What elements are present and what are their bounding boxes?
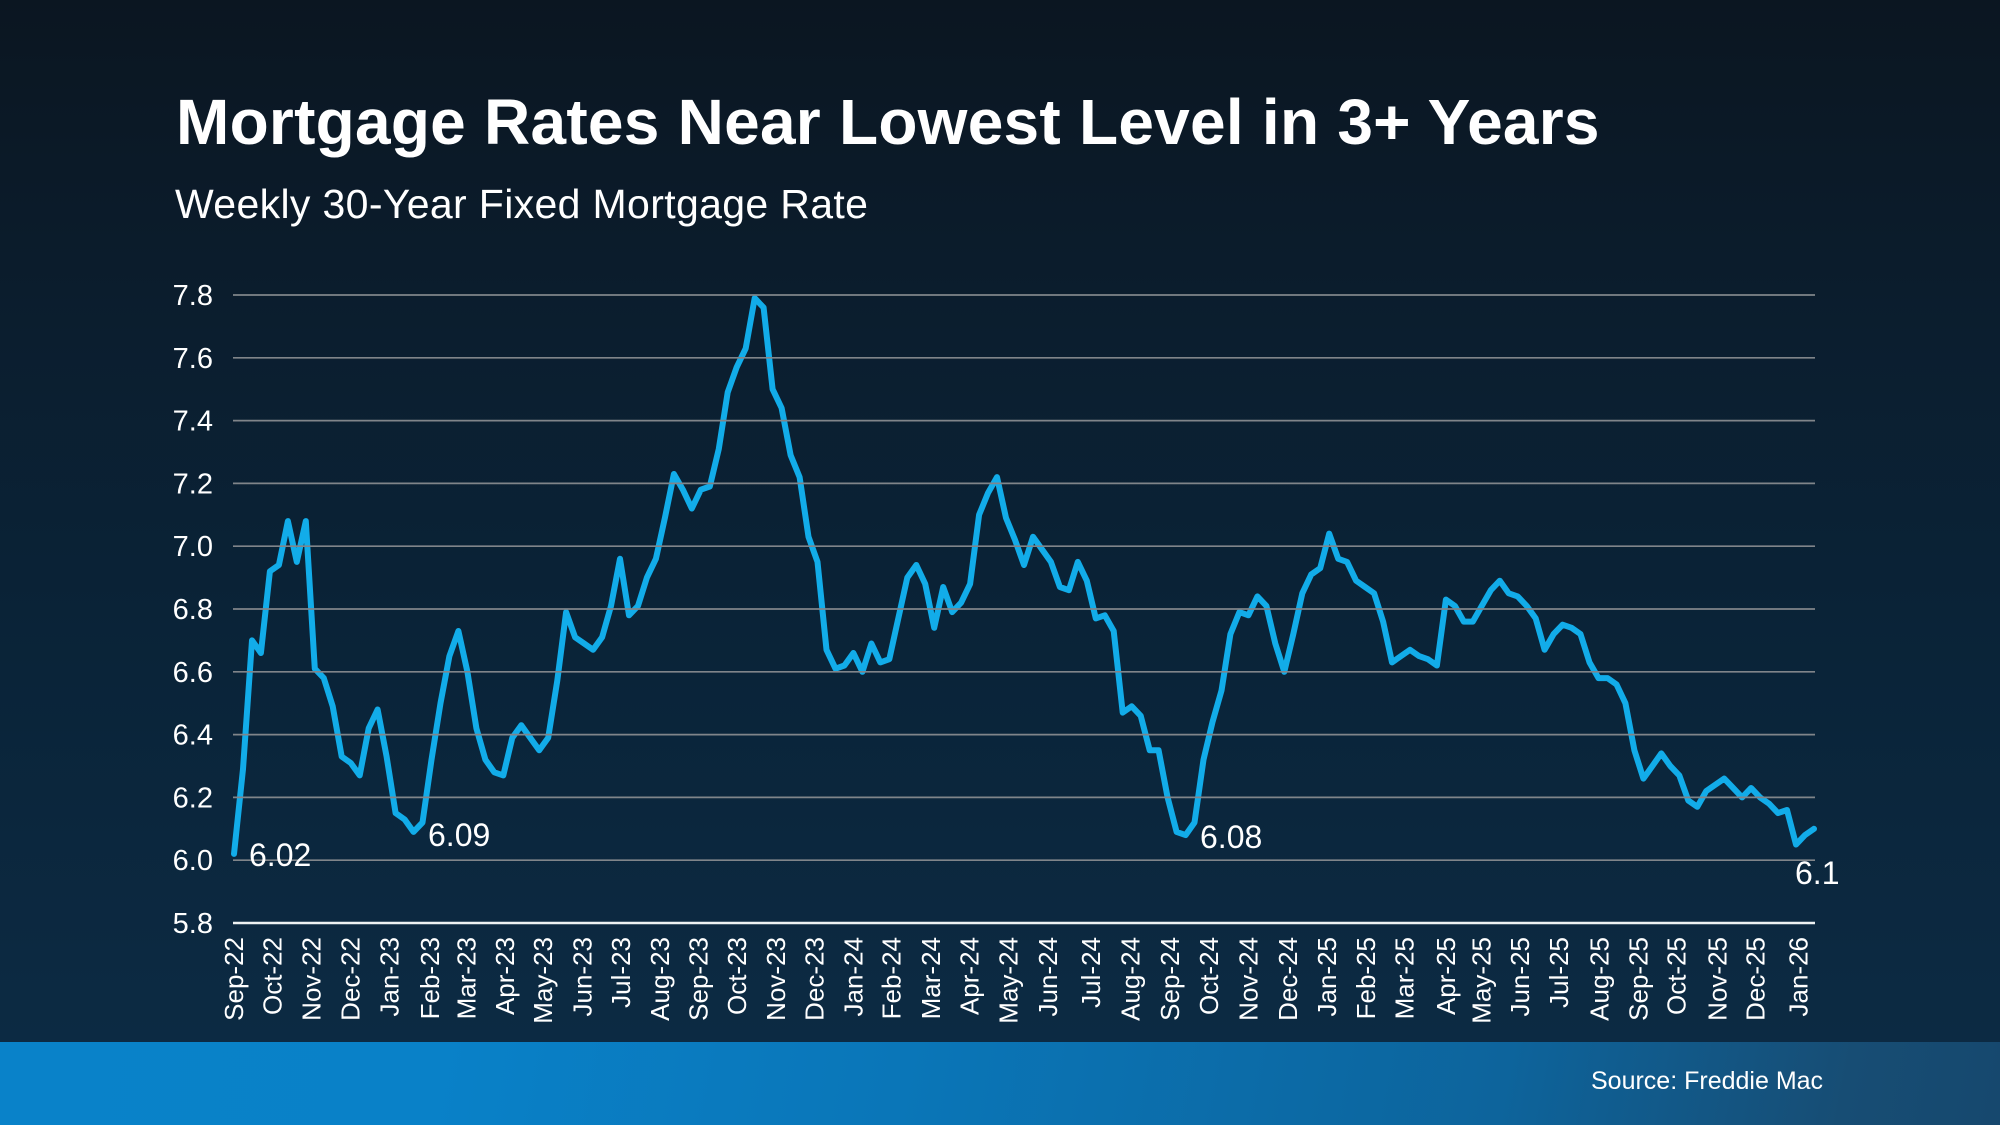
svg-text:May-25: May-25: [1467, 937, 1497, 1024]
svg-text:Nov-24: Nov-24: [1234, 937, 1264, 1021]
svg-text:Mar-25: Mar-25: [1390, 937, 1420, 1019]
svg-text:Aug-23: Aug-23: [645, 937, 675, 1021]
svg-text:Feb-25: Feb-25: [1351, 937, 1381, 1019]
svg-text:6.1: 6.1: [1795, 855, 1839, 891]
svg-text:Sep-22: Sep-22: [219, 937, 249, 1021]
svg-text:6.09: 6.09: [428, 817, 490, 853]
svg-text:Jan-23: Jan-23: [374, 937, 404, 1017]
svg-text:Dec-22: Dec-22: [336, 937, 366, 1021]
svg-text:Sep-24: Sep-24: [1155, 937, 1185, 1021]
svg-text:7.2: 7.2: [173, 468, 213, 500]
svg-text:6.08: 6.08: [1200, 819, 1262, 855]
svg-text:Apr-25: Apr-25: [1431, 937, 1461, 1015]
svg-text:Apr-23: Apr-23: [490, 937, 520, 1015]
svg-text:Jun-25: Jun-25: [1505, 937, 1535, 1017]
svg-text:Oct-23: Oct-23: [722, 937, 752, 1015]
svg-text:Feb-23: Feb-23: [415, 937, 445, 1019]
svg-text:Jul-23: Jul-23: [606, 937, 636, 1008]
svg-text:May-23: May-23: [528, 937, 558, 1024]
svg-text:Dec-24: Dec-24: [1273, 937, 1303, 1021]
svg-text:Mar-23: Mar-23: [452, 937, 482, 1019]
svg-text:Dec-25: Dec-25: [1741, 937, 1771, 1021]
svg-text:Jan-24: Jan-24: [838, 937, 868, 1017]
svg-text:Jun-24: Jun-24: [1033, 937, 1063, 1017]
svg-text:6.8: 6.8: [173, 594, 213, 626]
svg-text:Jul-25: Jul-25: [1544, 937, 1574, 1008]
svg-text:Dec-23: Dec-23: [799, 937, 829, 1021]
svg-text:May-24: May-24: [994, 937, 1024, 1024]
svg-text:Jul-24: Jul-24: [1076, 937, 1106, 1008]
svg-text:Aug-24: Aug-24: [1116, 937, 1146, 1021]
svg-text:Oct-25: Oct-25: [1662, 937, 1692, 1015]
svg-text:6.2: 6.2: [173, 782, 213, 814]
svg-text:5.8: 5.8: [173, 908, 213, 940]
svg-text:Aug-25: Aug-25: [1585, 937, 1615, 1021]
svg-text:Jan-26: Jan-26: [1784, 937, 1814, 1017]
svg-text:6.6: 6.6: [173, 657, 213, 689]
svg-text:Jun-23: Jun-23: [568, 937, 598, 1017]
svg-text:6.02: 6.02: [249, 837, 311, 873]
svg-text:6.0: 6.0: [173, 845, 213, 877]
svg-text:6.4: 6.4: [173, 720, 213, 752]
svg-text:Nov-25: Nov-25: [1703, 937, 1733, 1021]
svg-text:Jan-25: Jan-25: [1312, 937, 1342, 1017]
svg-text:Nov-23: Nov-23: [761, 937, 791, 1021]
svg-text:Mar-24: Mar-24: [916, 937, 946, 1019]
svg-text:7.4: 7.4: [173, 406, 213, 438]
svg-text:Feb-24: Feb-24: [877, 937, 907, 1019]
svg-text:7.8: 7.8: [173, 280, 213, 312]
svg-text:Sep-25: Sep-25: [1624, 937, 1654, 1021]
svg-text:Oct-24: Oct-24: [1194, 937, 1224, 1015]
svg-text:Apr-24: Apr-24: [955, 937, 985, 1015]
svg-text:7.0: 7.0: [173, 531, 213, 563]
svg-text:Nov-22: Nov-22: [297, 937, 327, 1021]
svg-text:Sep-23: Sep-23: [684, 937, 714, 1021]
svg-text:Oct-22: Oct-22: [258, 937, 288, 1015]
svg-text:7.6: 7.6: [173, 343, 213, 375]
